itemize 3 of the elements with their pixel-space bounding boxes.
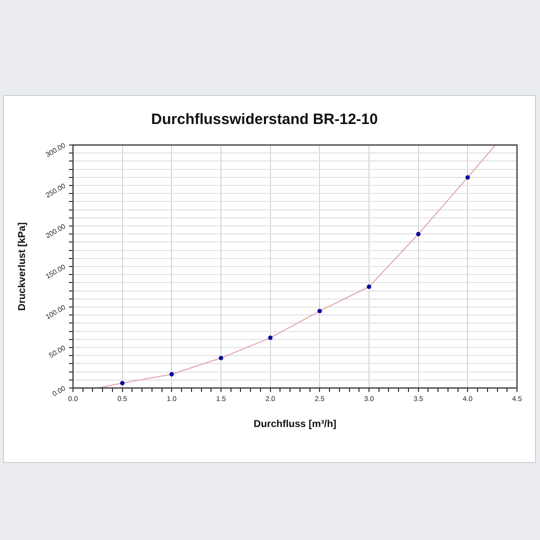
x-axis-title: Durchfluss [m³/h] — [254, 418, 336, 430]
chart-title: Durchflusswiderstand BR-12-10 — [151, 111, 378, 128]
y-axis-title: Druckverlust [kPa] — [16, 222, 28, 311]
